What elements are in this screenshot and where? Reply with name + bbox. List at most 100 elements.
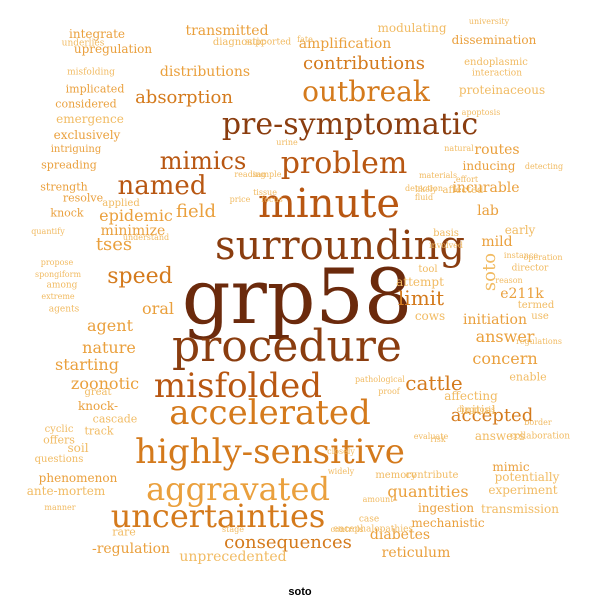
word-69: use [531, 311, 549, 322]
word-10: named [117, 171, 207, 201]
word-70: termed [517, 300, 555, 311]
word-26: integrate [69, 27, 125, 41]
word-64: enable [509, 370, 547, 384]
word-117: border [524, 418, 552, 427]
word-118: widely [327, 467, 355, 476]
word-83: ante-mortem [26, 484, 106, 498]
word-31: interaction [471, 68, 523, 79]
word-97: diagnosis [456, 405, 496, 414]
word-133: price [229, 195, 251, 204]
word-23: amplification [298, 36, 392, 52]
word-114: extreme [41, 292, 75, 301]
cloud-caption: soto [288, 586, 312, 598]
word-3: minute [258, 181, 400, 227]
word-55: routes [474, 142, 520, 158]
word-79: reticulum [381, 545, 451, 561]
word-96: operation [523, 253, 563, 262]
word-22: absorption [135, 87, 233, 108]
word-88: cascade [92, 412, 138, 426]
word-131: fate [297, 35, 313, 44]
word-42: quantify [31, 227, 65, 236]
word-100: questions [34, 454, 84, 465]
word-82: phenomenon [38, 471, 118, 485]
word-65: initiation [463, 312, 527, 328]
word-106: apoptosis [461, 108, 501, 117]
word-108: affected [442, 185, 484, 196]
word-25: transmitted [185, 23, 269, 39]
word-20: soto [479, 252, 500, 292]
word-78: diabetes [369, 527, 431, 543]
word-91: case [358, 514, 380, 525]
word-18: consequences [224, 532, 352, 553]
word-32: proteinaceous [458, 83, 546, 97]
word-57: early [504, 223, 536, 237]
word-121: risk [430, 435, 446, 444]
word-132: reading [234, 170, 266, 179]
word-28: modulating [377, 21, 447, 35]
word-139: stage [222, 525, 244, 534]
word-56: inducing [462, 159, 516, 173]
word-5: accelerated [169, 393, 371, 433]
word-60: answer [475, 327, 535, 346]
word-9: mimics [159, 147, 247, 175]
word-93: applied [102, 198, 140, 209]
word-38: spreading [41, 158, 97, 172]
word-16: cattle [405, 371, 463, 395]
word-35: emergence [56, 112, 124, 126]
word-111: propose [40, 258, 74, 267]
word-68: cows [414, 309, 446, 323]
word-122: collaboration [509, 431, 571, 442]
word-51: zoonotic [70, 374, 140, 393]
word-141: likely [415, 185, 437, 194]
word-45: tses [95, 234, 133, 255]
word-125: pathological [355, 375, 405, 384]
word-67: tool [418, 264, 438, 275]
word-50: starting [55, 355, 119, 374]
word-44: field [176, 201, 216, 222]
word-135: materials [418, 171, 458, 180]
word-53: lab [477, 203, 499, 219]
word-11: uncertainties [110, 497, 326, 535]
word-77: mechanistic [411, 516, 485, 530]
word-46: minimize [100, 223, 166, 239]
word-43: epidemic [99, 206, 173, 225]
word-127: evaluate [413, 432, 449, 441]
word-95: director [511, 263, 549, 274]
word-39: strength [40, 180, 88, 194]
word-98: offers [43, 433, 75, 447]
word-137: detection [404, 184, 444, 193]
word-92: encephalopathies [332, 524, 414, 535]
word-130: urine [276, 138, 298, 147]
word-6: highly-sensitive [135, 432, 405, 472]
word-115: agents [48, 304, 80, 315]
word-58: mild [481, 234, 513, 250]
word-90: rare [112, 525, 136, 539]
word-36: exclusively [53, 128, 121, 142]
word-136: effort [455, 175, 479, 184]
word-134: tissue [253, 188, 277, 197]
word-48: agent [87, 316, 133, 335]
word-37: intriguing [50, 144, 102, 155]
word-81: unprecedented [179, 549, 287, 565]
word-128: controls [330, 525, 364, 534]
word-52: knock- [77, 399, 119, 413]
word-17: accepted [450, 405, 534, 426]
word-86: soil [67, 441, 89, 455]
word-126: proof [378, 387, 400, 396]
word-112: spongiform [34, 270, 82, 279]
word-30: endoplasmic [464, 57, 528, 68]
word-76: ingestion [417, 501, 475, 515]
word-140: focus [261, 195, 283, 204]
word-116: natural [444, 144, 474, 153]
word-129: amount [362, 495, 394, 504]
word-0: grp58 [181, 252, 413, 341]
word-94: regulations [515, 337, 563, 346]
word-73: potentially [494, 470, 560, 484]
word-15: limit [397, 286, 445, 310]
word-1: procedure [172, 321, 402, 372]
word-41: knock [50, 206, 84, 220]
word-47: oral [142, 299, 174, 318]
word-74: experiment [488, 483, 558, 497]
word-54: incurable [452, 180, 520, 196]
word-12: aggravated [146, 470, 330, 508]
